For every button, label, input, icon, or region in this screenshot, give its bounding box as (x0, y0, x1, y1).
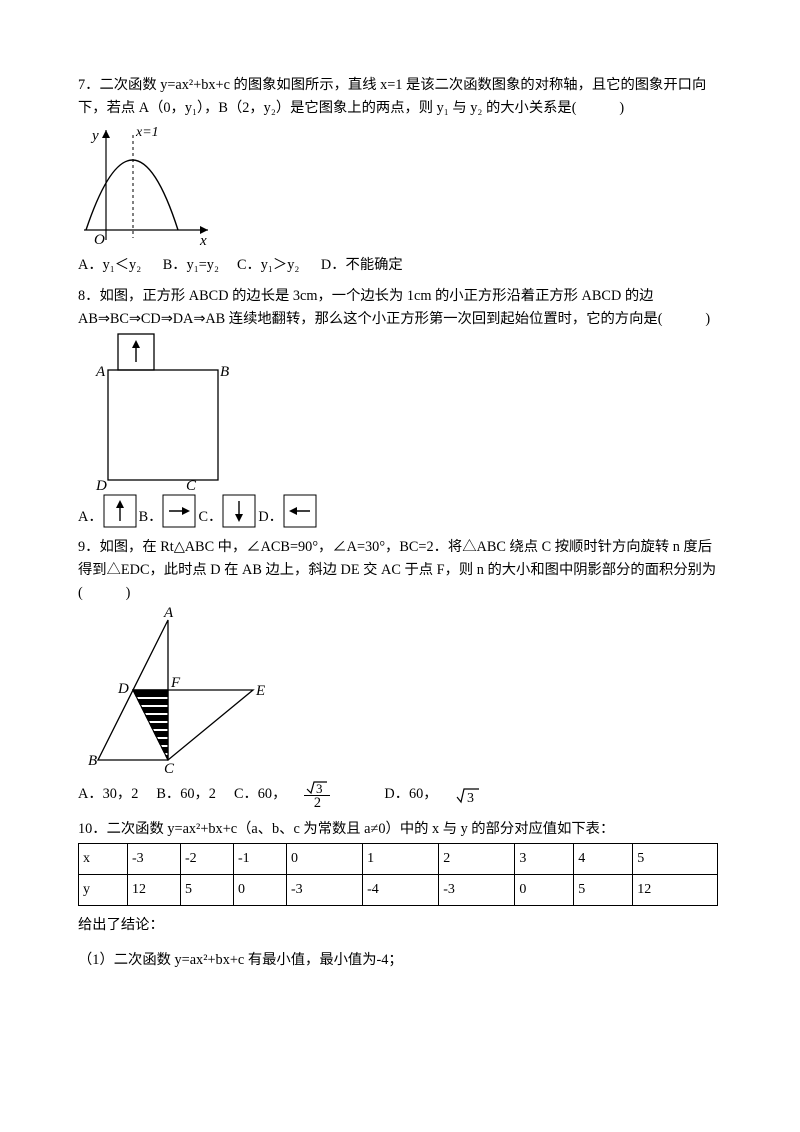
q9-options: A．30，2 B．60，2 C．60， 32 D．60， 3 (78, 779, 722, 810)
q7-options: A．y₁＜y₂ B．y₁=y₂ C．y₁＞y₂ D．不能确定 (78, 254, 722, 277)
q10-text: 10．二次函数 y=ax²+bx+c（a、b、c 为常数且 a≠0）中的 x 与… (78, 818, 722, 841)
svg-text:y: y (90, 128, 99, 144)
arrow-left-icon (283, 494, 317, 528)
arrow-right-icon (162, 494, 196, 528)
q10-table: x-3 -2-1 012 345 y125 0-3-4 -305 12 (78, 843, 718, 906)
q8-opt-a-label: A． (78, 506, 103, 529)
q8-opt-b-label: B． (139, 506, 163, 529)
question-9: 9．如图，在 Rt△ABC 中，∠ACB=90°，∠A=30°，BC=2．将△A… (78, 536, 722, 810)
q9-text: 9．如图，在 Rt△ABC 中，∠ACB=90°，∠A=30°，BC=2．将△A… (78, 536, 722, 605)
q8-opt-c-label: C． (198, 506, 222, 529)
svg-text:C: C (164, 761, 175, 775)
q8-figure: A B C D (78, 330, 238, 490)
q9-opt-d: D．60， 3 (384, 783, 479, 806)
svg-text:O: O (94, 232, 105, 248)
svg-text:A: A (95, 364, 106, 380)
q7-opt-d: D．不能确定 (321, 257, 403, 273)
svg-text:F: F (170, 675, 181, 691)
svg-text:x: x (199, 233, 207, 249)
q8-options: A． B． C． D． (78, 494, 722, 528)
question-10: 10．二次函数 y=ax²+bx+c（a、b、c 为常数且 a≠0）中的 x 与… (78, 818, 722, 972)
q10-conclusion-1: （1）二次函数 y=ax²+bx+c 有最小值，最小值为-4； (78, 949, 722, 972)
q10-conclusion-label: 给出了结论： (78, 914, 722, 937)
svg-text:B: B (220, 364, 229, 380)
svg-text:x=1: x=1 (135, 125, 159, 140)
q8-text: 8．如图，正方形 ABCD 的边长是 3cm，一个边长为 1cm 的小正方形沿着… (78, 285, 722, 331)
q7-opt-c: C．y₁＞y₂ (237, 257, 299, 273)
table-row: y125 0-3-4 -305 12 (79, 875, 718, 906)
q7-opt-a: A．y₁＜y₂ (78, 257, 141, 273)
table-row: x-3 -2-1 012 345 (79, 844, 718, 875)
svg-text:3: 3 (467, 791, 474, 804)
q7-opt-b: B．y₁=y₂ (163, 257, 219, 273)
q9-opt-b: B．60，2 (156, 783, 216, 806)
svg-text:D: D (95, 478, 107, 490)
svg-text:A: A (163, 605, 174, 621)
arrow-up-icon (103, 494, 137, 528)
q9-figure: A B C D E F (78, 605, 278, 775)
arrow-down-icon (222, 494, 256, 528)
q7-text: 7．二次函数 y=ax²+bx+c 的图象如图所示，直线 x=1 是该二次函数图… (78, 74, 722, 120)
q9-opt-a: A．30，2 (78, 783, 138, 806)
svg-text:E: E (255, 683, 265, 699)
svg-text:C: C (186, 478, 197, 490)
svg-text:B: B (88, 753, 97, 769)
svg-text:D: D (117, 681, 129, 697)
q7-figure: x=1 y O x (78, 120, 218, 250)
q8-opt-d-label: D． (258, 506, 283, 529)
question-7: 7．二次函数 y=ax²+bx+c 的图象如图所示，直线 x=1 是该二次函数图… (78, 74, 722, 277)
svg-text:3: 3 (316, 781, 323, 795)
q9-opt-c: C．60， 32 (234, 779, 366, 810)
question-8: 8．如图，正方形 ABCD 的边长是 3cm，一个边长为 1cm 的小正方形沿着… (78, 285, 722, 529)
